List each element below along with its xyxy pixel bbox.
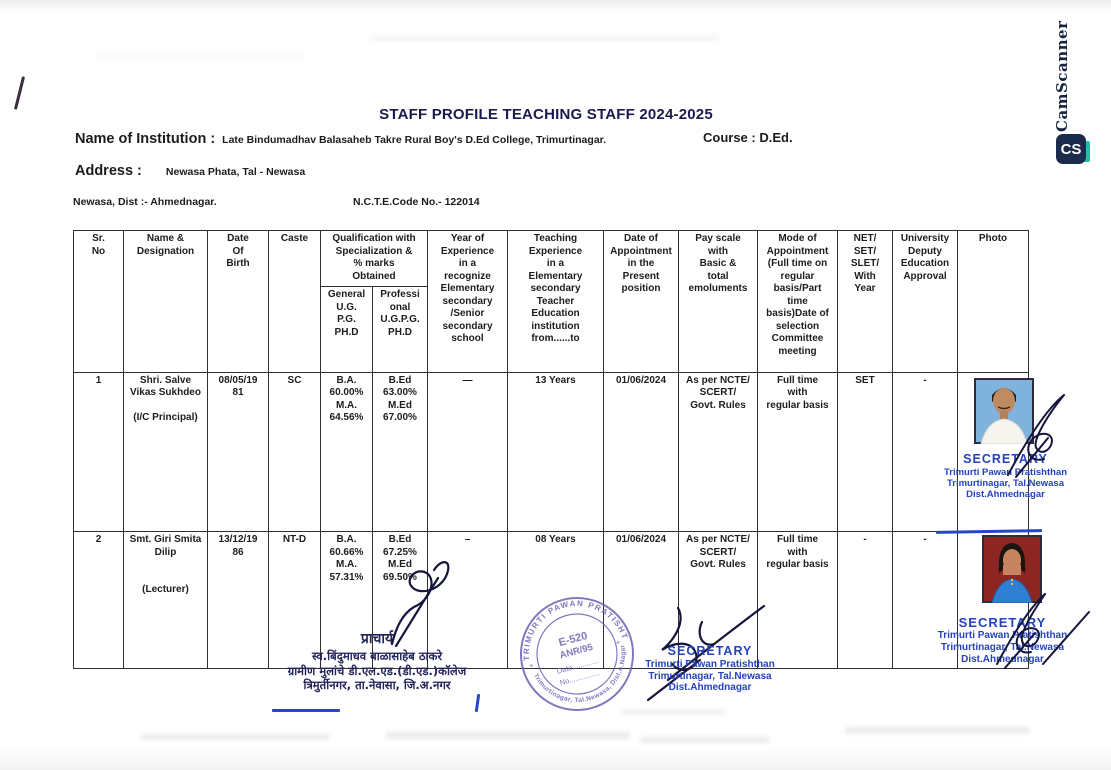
col-header-photo: Photo bbox=[957, 230, 1029, 373]
cell-caste: SC bbox=[268, 371, 321, 533]
scan-streak bbox=[385, 732, 630, 739]
cell-qual-general: B.A. 60.00% M.A. 64.56% bbox=[320, 371, 373, 533]
cell-dob: 08/05/19 81 bbox=[207, 371, 269, 533]
cell-university: - bbox=[892, 531, 958, 669]
cell-sr: 1 bbox=[73, 371, 124, 533]
institution-line: Name of Institution : Late Bindumadhav B… bbox=[75, 131, 606, 147]
camscanner-icon: CS bbox=[1056, 134, 1086, 164]
secretary-title: SECRETARY bbox=[963, 452, 1048, 466]
cell-caste: NT-D bbox=[268, 531, 321, 669]
col-header-date-appointment: Date of Appointment in the Present posit… bbox=[603, 230, 679, 373]
principal-block: प्राचार्य स्व.बिंदुमाधव बाळासाहेब ठाकरे … bbox=[268, 631, 486, 693]
secretary-title: SECRETARY bbox=[667, 644, 753, 658]
cell-dob: 13/12/19 86 bbox=[207, 531, 269, 669]
secretary-org: Trimurti Pawan Pratishthan bbox=[937, 630, 1068, 642]
page-title: STAFF PROFILE TEACHING STAFF 2024-2025 bbox=[379, 106, 713, 123]
institution-name: Late Bindumadhav Balasaheb Takre Rural B… bbox=[222, 134, 607, 146]
pen-line-blue bbox=[272, 709, 340, 712]
cell-year-experience: — bbox=[427, 371, 508, 533]
scan-shadow-top bbox=[0, 0, 1111, 12]
secretary-org: Trimurti Pawan Pratishthan bbox=[645, 658, 775, 670]
institution-label: Name of Institution : bbox=[75, 131, 216, 147]
cell-sr: 2 bbox=[73, 531, 124, 669]
secretary-place: Trimurtinagar, Tal.Newasa bbox=[940, 642, 1065, 654]
secretary-place: Trimurtinagar, Tal.Newasa bbox=[648, 670, 772, 682]
staff-photo-2 bbox=[982, 535, 1042, 603]
cell-net: - bbox=[837, 531, 893, 669]
cell-mode-appointment: Full time with regular basis bbox=[757, 371, 838, 533]
principal-place: त्रिमुर्तीनगर, ता.नेवासा, जि.अ.नगर bbox=[303, 678, 451, 693]
cell-name: Shri. Salve Vikas Sukhdeo (I/C Principal… bbox=[123, 371, 208, 533]
secretary-stamp-row2: SECRETARY Trimurti Pawan Pratishthan Tri… bbox=[915, 615, 1090, 666]
col-header-sr: Sr. No bbox=[73, 230, 124, 373]
col-header-dob: Date Of Birth bbox=[207, 230, 269, 373]
seal-star-right: * bbox=[616, 638, 622, 649]
scan-shadow-bottom bbox=[0, 746, 1111, 770]
cell-date-appointment: 01/06/2024 bbox=[603, 371, 679, 533]
col-header-pay-scale: Pay scale with Basic & total emoluments bbox=[678, 230, 758, 373]
cell-qual-professional: B.Ed 63.00% M.Ed 67.00% bbox=[372, 371, 428, 533]
secretary-district: Dist.Ahmednagar bbox=[966, 489, 1045, 501]
col-header-caste: Caste bbox=[268, 230, 321, 373]
staff-photo-1 bbox=[974, 378, 1034, 444]
table-row: 1 Shri. Salve Vikas Sukhdeo (I/C Princip… bbox=[73, 371, 1029, 533]
cell-name: Smt. Giri Smita Dilip (Lecturer) bbox=[123, 531, 208, 669]
cell-teaching-experience: 08 Years bbox=[507, 531, 604, 669]
secretary-district: Dist.Ahmednagar bbox=[961, 653, 1044, 665]
scan-streak bbox=[640, 737, 770, 743]
secretary-title: SECRETARY bbox=[958, 615, 1047, 630]
col-header-year-experience: Year of Experience in a recognize Elemen… bbox=[427, 230, 508, 373]
staff-profile-table: Sr. No Name & Designation Date Of Birth … bbox=[73, 229, 1029, 669]
col-header-teaching-experience: Teaching Experience in a Elementary seco… bbox=[507, 230, 604, 373]
col-header-qual-general: General U.G. P.G. PH.D bbox=[320, 286, 373, 373]
principal-title: प्राचार्य bbox=[360, 631, 394, 647]
ncte-code: N.C.T.E.Code No.- 122014 bbox=[353, 196, 480, 208]
col-header-university: University Deputy Education Approval bbox=[892, 230, 958, 373]
address-label: Address : bbox=[75, 163, 142, 179]
principal-college: ग्रामीण मुलांचे डी.एल.एड.(डी.एड.)कॉलेज bbox=[287, 663, 467, 678]
scan-streak bbox=[845, 727, 1030, 734]
address-value: Newasa Phata, Tal - Newasa bbox=[165, 166, 306, 178]
seal-star-left: * bbox=[529, 662, 535, 673]
col-header-name: Name & Designation bbox=[123, 230, 208, 373]
secretary-stamp-center: SECRETARY Trimurti Pawan Pratishthan Tri… bbox=[630, 644, 790, 694]
scan-streak bbox=[140, 734, 330, 740]
cell-university: - bbox=[892, 371, 958, 533]
cell-net: SET bbox=[837, 371, 893, 533]
col-header-mode-appointment: Mode of Appointment (Full time on regula… bbox=[757, 230, 838, 373]
scan-streak bbox=[620, 710, 725, 714]
col-header-qual-professional: Professi onal U.G.P.G. PH.D bbox=[372, 286, 428, 373]
principal-name: स्व.बिंदुमाधव बाळासाहेब ठाकरे bbox=[311, 648, 443, 663]
secretary-district: Dist.Ahmednagar bbox=[668, 682, 752, 694]
secretary-org: Trimurti Pawan Pratishthan bbox=[944, 466, 1067, 478]
camscanner-wordmark: CamScanner bbox=[1053, 20, 1071, 132]
cell-pay-scale: As per NCTE/ SCERT/ Govt. Rules bbox=[678, 371, 758, 533]
address-line: Address : Newasa Phata, Tal - Newasa bbox=[75, 163, 305, 179]
pen-line-blue bbox=[474, 693, 481, 713]
scan-streak bbox=[95, 54, 305, 58]
col-header-qualification: Qualification with Specialization & % ma… bbox=[320, 229, 428, 288]
scan-streak bbox=[370, 36, 720, 41]
cell-mode-appointment: Full time with regular basis bbox=[757, 531, 838, 669]
pen-mark bbox=[13, 76, 26, 110]
secretary-stamp-row1: SECRETARY Trimurti Pawan Pratishthan Tri… bbox=[918, 452, 1093, 500]
col-header-net: NET/ SET/ SLET/ With Year bbox=[837, 230, 893, 373]
cell-teaching-experience: 13 Years bbox=[507, 371, 604, 533]
district-line: Newasa, Dist :- Ahmednagar. bbox=[73, 196, 217, 208]
course-label: Course : D.Ed. bbox=[703, 130, 793, 145]
secretary-place: Trimurtinagar, Tal.Newasa bbox=[946, 477, 1065, 489]
